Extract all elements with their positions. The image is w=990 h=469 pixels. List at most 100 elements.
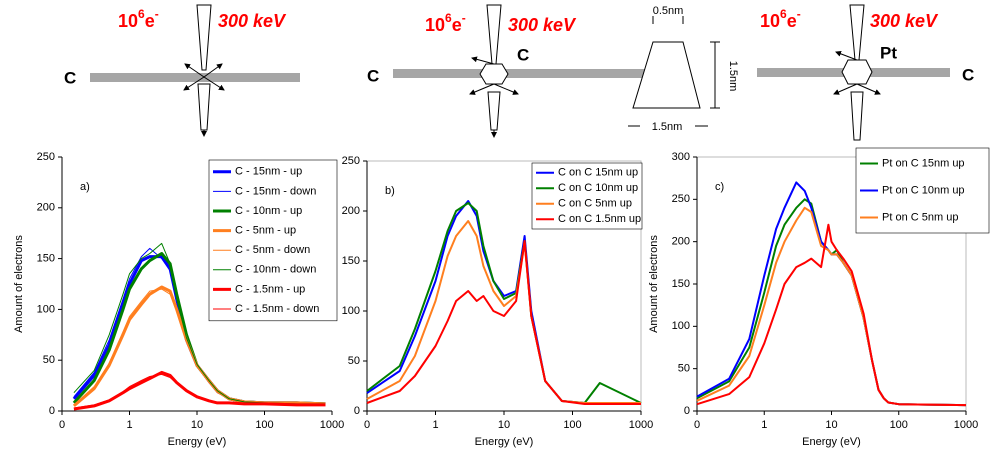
diagram-2: 106e- 300 keV C C 0.5nm 1.5nm 1.5nm (367, 4, 739, 138)
scatter-arrows (183, 63, 225, 91)
y-tick-label: 100 (342, 305, 360, 317)
legend-box (531, 162, 643, 230)
legend-label: C on C 1.5nm up (558, 213, 641, 225)
y-tick-label: 50 (348, 355, 360, 367)
particle: e (145, 11, 155, 31)
legend-box (855, 147, 990, 234)
legend-label: C on C 5nm up (558, 198, 632, 210)
legend-label: Pt on C 5nm up (882, 211, 958, 223)
beam-energy: 300 keV (508, 15, 577, 35)
x-tick-label: 10 (825, 419, 837, 431)
x-tick-label: 1000 (954, 419, 978, 431)
beam-energy: 300 keV (218, 11, 287, 31)
legend-label: C - 10nm - up (235, 205, 302, 217)
scatter-arrows (469, 56, 519, 95)
legend-label: C - 10nm - down (235, 264, 316, 276)
material-label: C (367, 66, 379, 85)
material-label: C (962, 65, 974, 84)
y-tick-label: 150 (37, 253, 55, 265)
film (393, 69, 653, 78)
charge: - (797, 7, 801, 21)
x-axis-label: Energy (eV) (168, 436, 227, 448)
dose-exponent: 6 (445, 11, 452, 25)
x-tick-label: 1 (126, 419, 132, 431)
x-tick-label: 100 (255, 419, 273, 431)
x-tick-label: 100 (890, 419, 908, 431)
legend-label: C - 1.5nm - up (235, 283, 305, 295)
legend-label: C - 15nm - up (235, 166, 302, 178)
y-tick-label: 200 (37, 202, 55, 214)
dimension-lines (628, 16, 720, 127)
x-tick-label: 100 (563, 419, 581, 431)
particle: e (787, 11, 797, 31)
y-tick-label: 0 (49, 405, 55, 417)
beam (196, 4, 212, 131)
data-line (696, 223, 967, 407)
film (90, 73, 300, 82)
legend-label: C - 15nm - down (235, 185, 316, 197)
scatter-arrows (833, 50, 881, 95)
dose-exponent: 6 (780, 7, 787, 21)
y-tick-label: 200 (672, 236, 690, 248)
legend-label: C - 1.5nm - down (235, 303, 319, 315)
data-line (366, 240, 641, 405)
beam-dose: 106e- (760, 7, 801, 31)
bottom-width: 1.5nm (652, 121, 683, 133)
data-line (73, 373, 326, 409)
diagram-3: 106e- 300 keV Pt C (757, 4, 974, 141)
y-tick-label: 100 (672, 320, 690, 332)
legend-label: C - 5nm - up (235, 225, 296, 237)
chart: 0 50 100 150 200 250 300 0 1 10 100 1000 Energy (eV)… (648, 147, 990, 448)
x-tick-label: 1000 (320, 419, 344, 431)
legend-box (208, 159, 338, 322)
y-tick-label: 250 (672, 193, 690, 205)
legend-label: C - 5nm - down (235, 244, 310, 256)
chart: 0 50 100 150 200 250 0 1 10 100 1000 Energy (eV) b) C… (342, 155, 654, 448)
y-tick-label: 300 (672, 151, 690, 163)
pillar (841, 59, 873, 85)
panel-label: c) (715, 181, 724, 193)
material-label: Pt (880, 43, 897, 62)
y-tick-label: 150 (342, 255, 360, 267)
data-line (366, 202, 642, 404)
panel-label: b) (385, 185, 395, 197)
x-tick-label: 10 (191, 419, 203, 431)
x-tick-label: 1 (761, 419, 767, 431)
y-tick-label: 50 (43, 354, 55, 366)
chart: 0 50 100 150 200 250 0 1 10 100 1000 Energy (eV) Amo… (13, 151, 344, 448)
y-tick-label: 50 (678, 363, 690, 375)
y-tick-label: 150 (672, 278, 690, 290)
data-line (73, 242, 326, 405)
legend-label: C on C 15nm up (558, 167, 638, 179)
dose-exponent: 6 (138, 7, 145, 21)
material-label: C (64, 68, 76, 87)
beam-energy: 300 keV (870, 11, 939, 31)
material-label: C (517, 45, 529, 64)
panel-label: a) (80, 181, 90, 193)
y-tick-label: 0 (354, 405, 360, 417)
y-tick-label: 250 (37, 151, 55, 163)
data-line (366, 200, 641, 404)
data-line (366, 220, 641, 404)
y-tick-label: 250 (342, 155, 360, 167)
trapezoid (632, 41, 701, 109)
diagram-1: 106e- 300 keV C (64, 4, 300, 137)
particle: e (452, 15, 462, 35)
x-tick-label: 0 (59, 419, 65, 431)
top-width: 0.5nm (653, 5, 684, 17)
x-tick-label: 1 (432, 419, 438, 431)
y-tick-label: 0 (684, 405, 690, 417)
x-axis-label: Energy (eV) (802, 436, 861, 448)
height: 1.5nm (727, 61, 739, 92)
beam-dose: 106e- (118, 7, 159, 31)
beam (486, 4, 502, 131)
x-tick-label: 0 (364, 419, 370, 431)
dose-base: 10 (118, 11, 138, 31)
dose-base: 10 (425, 15, 445, 35)
x-tick-label: 0 (694, 419, 700, 431)
y-tick-label: 200 (342, 205, 360, 217)
x-axis-label: Energy (eV) (475, 436, 534, 448)
pillar (479, 63, 509, 85)
